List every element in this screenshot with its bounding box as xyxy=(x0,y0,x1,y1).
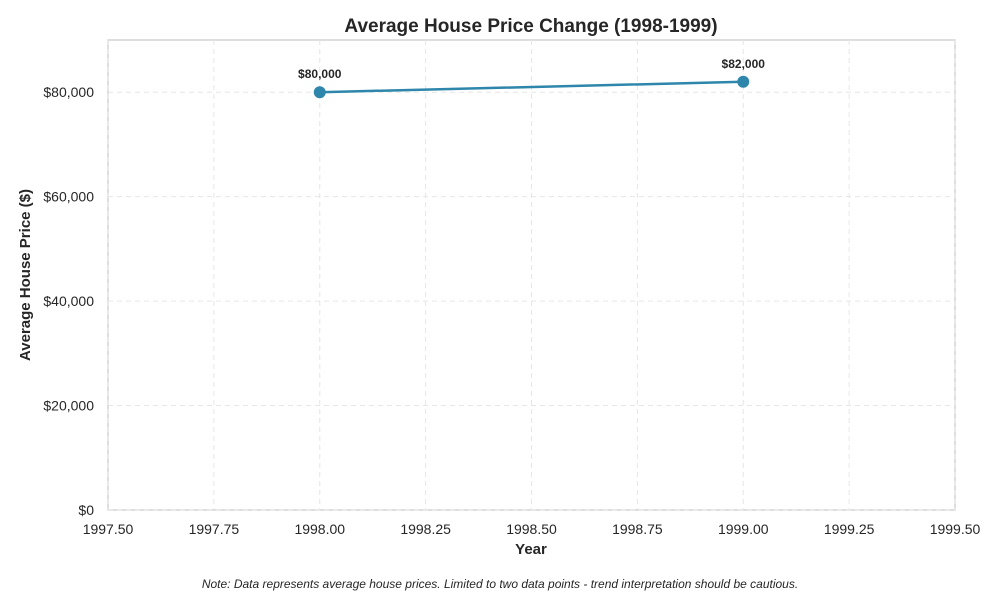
chart-note: Note: Data represents average house pric… xyxy=(202,577,798,591)
x-axis-ticks: 1997.50 1997.75 1998.00 1998.25 1998.50 1998.… xyxy=(83,521,981,537)
series-line xyxy=(318,80,745,94)
x-tick-label: 1998.00 xyxy=(294,521,345,537)
y-gridlines xyxy=(108,91,955,511)
series-points xyxy=(313,75,750,99)
x-gridlines xyxy=(107,40,956,510)
y-tick-label: $60,000 xyxy=(43,189,94,205)
data-point xyxy=(313,86,326,99)
x-tick-label: 1998.25 xyxy=(400,521,451,537)
x-axis-label: Year xyxy=(515,541,547,558)
x-tick-label: 1999.00 xyxy=(718,521,769,537)
x-tick-label: 1997.50 xyxy=(83,521,134,537)
data-labels: $80,000 $82,000 xyxy=(298,57,765,81)
y-axis-label: Average House Price ($) xyxy=(17,189,34,361)
y-tick-label: $40,000 xyxy=(43,293,94,309)
y-tick-label: $80,000 xyxy=(43,84,94,100)
x-tick-label: 1998.50 xyxy=(506,521,557,537)
data-point xyxy=(737,75,750,88)
x-tick-label: 1999.25 xyxy=(824,521,875,537)
y-axis-ticks: $0 $20,000 $40,000 $60,000 $80,000 xyxy=(43,84,94,518)
data-label: $82,000 xyxy=(722,57,766,71)
chart-title: Average House Price Change (1998-1999) xyxy=(344,16,717,37)
data-label: $80,000 xyxy=(298,67,342,81)
y-tick-label: $0 xyxy=(78,502,94,518)
x-tick-label: 1999.50 xyxy=(930,521,981,537)
x-tick-label: 1997.75 xyxy=(189,521,240,537)
y-tick-label: $20,000 xyxy=(43,398,94,414)
x-tick-label: 1998.75 xyxy=(612,521,663,537)
